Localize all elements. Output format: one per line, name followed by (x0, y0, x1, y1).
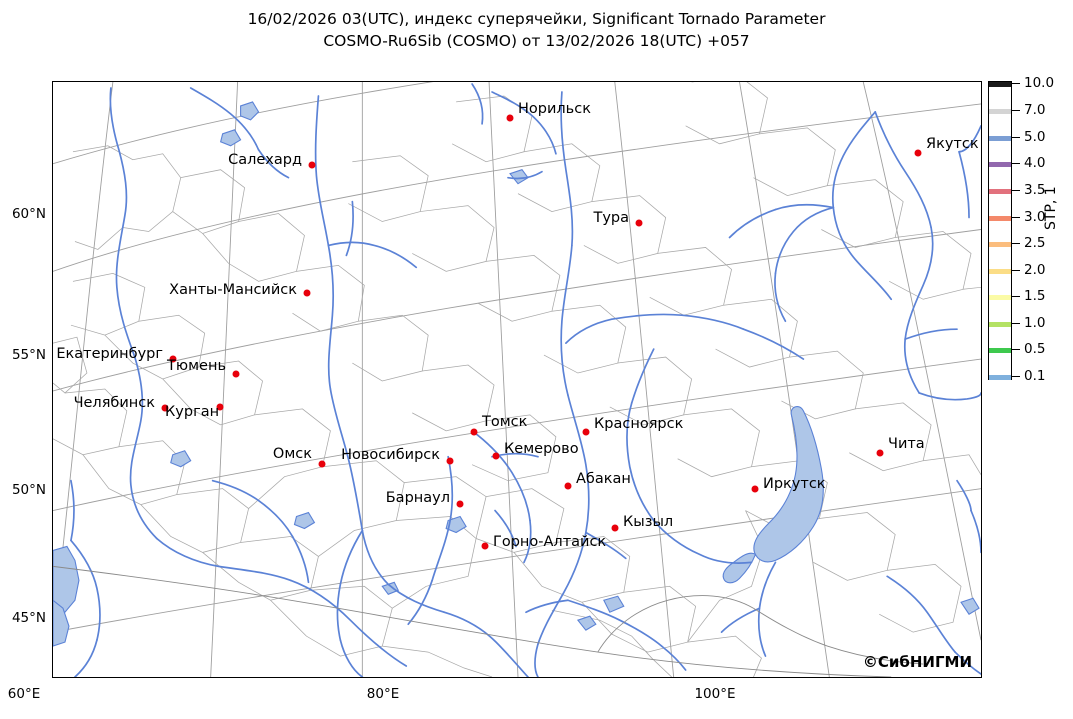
city-marker (481, 542, 489, 550)
colorbar-tick-mark (1012, 137, 1020, 139)
city-marker (582, 428, 590, 436)
colorbar-tick-label: 1.5 (1024, 288, 1046, 304)
city-marker (308, 161, 316, 169)
city-marker (161, 404, 169, 412)
colorbar-tick-label: 7.0 (1024, 102, 1046, 118)
city-label: Тюмень (167, 358, 226, 374)
city-marker (446, 457, 454, 465)
lake-polygons (53, 101, 980, 647)
city-label: Новосибирск (341, 447, 440, 463)
city-label: Кызыл (623, 514, 674, 530)
colorbar-tick-mark (1012, 83, 1020, 85)
colorbar-tick-label: 0.1 (1024, 368, 1046, 384)
colorbar-tick-label: 3.0 (1024, 209, 1046, 225)
colorbar-level-band (989, 375, 1011, 380)
map-canvas (53, 82, 981, 677)
colorbar-tick-label: 10.0 (1024, 75, 1055, 91)
city-label: Челябинск (73, 395, 155, 411)
colorbar-tick-mark (1012, 270, 1020, 272)
city-label: Кемерово (504, 441, 579, 457)
map-plot-area[interactable]: Норильск Якутск Салехард Тура Ханты-Мансийск… (52, 81, 982, 678)
city-marker (506, 114, 514, 122)
colorbar-tick-mark (1012, 217, 1020, 219)
colorbar-level-band (989, 216, 1011, 221)
colorbar-tick-mark (1012, 190, 1020, 192)
colorbar-tick-mark (1012, 110, 1020, 112)
x-tick-label: 100°E (694, 686, 736, 702)
city-label: Барнаул (385, 490, 450, 506)
city-marker (492, 452, 500, 460)
city-label: Екатеринбург (56, 346, 163, 362)
colorbar-tick-mark (1012, 323, 1020, 325)
city-label: Томск (482, 414, 528, 430)
chart-title-block: 16/02/2026 03(UTC), индекс суперячейки, … (0, 8, 1073, 53)
city-marker (564, 482, 572, 490)
country-boundary (53, 565, 924, 677)
city-marker (216, 403, 224, 411)
colorbar-tick-mark (1012, 349, 1020, 351)
colorbar-level-band (989, 189, 1011, 194)
city-marker (169, 355, 177, 363)
city-marker (876, 449, 884, 457)
city-label: Горно-Алтайск (493, 534, 607, 550)
colorbar-tick-label: 3.5 (1024, 182, 1046, 198)
city-marker (751, 485, 759, 493)
colorbar-tick-label: 4.0 (1024, 155, 1046, 171)
city-label: Омск (272, 446, 312, 462)
city-marker (456, 500, 464, 508)
colorbar-level-band (989, 82, 1011, 87)
colorbar-level-band (989, 242, 1011, 247)
colorbar-level-band (989, 348, 1011, 353)
colorbar-level-band (989, 322, 1011, 327)
colorbar-tick-mark (1012, 243, 1020, 245)
colorbar-tick-labels: 10.0 7.0 5.0 4.0 3.5 3.0 2.5 2.0 1.5 1.0 0.5 0.1 (1012, 75, 1072, 384)
city-label: Якутск (926, 136, 979, 152)
city-label: Салехард (228, 152, 302, 168)
title-line-1: 16/02/2026 03(UTC), индекс суперячейки, … (247, 10, 826, 28)
colorbar-level-band (989, 109, 1011, 114)
city-marker (635, 219, 643, 227)
city-label: Иркутск (763, 476, 826, 492)
city-label: Ханты-Мансийск (169, 282, 297, 298)
y-tick-label: 50°N (11, 482, 46, 498)
colorbar-tick-label: 2.0 (1024, 262, 1046, 278)
colorbar-tick-label: 1.0 (1024, 315, 1046, 331)
city-marker (303, 289, 311, 297)
x-tick-label: 80°E (366, 686, 400, 702)
city-label: Курган (165, 404, 220, 420)
colorbar-tick-label: 0.5 (1024, 341, 1046, 357)
colorbar-axis-title: STP, 1 (1043, 186, 1059, 230)
y-tick-label: 55°N (11, 347, 46, 363)
city-marker (318, 460, 326, 468)
city-marker (611, 524, 619, 532)
y-tick-label: 45°N (11, 610, 46, 626)
administrative-borders (53, 82, 981, 677)
city-label: Норильск (518, 101, 591, 117)
colorbar-level-band (989, 162, 1011, 167)
y-tick-label: 60°N (11, 206, 46, 222)
x-tick-label: 60°E (7, 686, 41, 702)
city-label: Абакан (576, 471, 631, 487)
city-label: Чита (888, 436, 925, 452)
colorbar-tick-mark (1012, 296, 1020, 298)
colorbar-tick-mark (1012, 376, 1020, 378)
city-marker (470, 428, 478, 436)
city-label: Тура (593, 210, 629, 226)
colorbar-tick-label: 2.5 (1024, 235, 1046, 251)
copyright-watermark: ©СибНИГМИ (862, 653, 972, 671)
colorbar-level-band (989, 136, 1011, 141)
colorbar-tick-label: 5.0 (1024, 129, 1046, 145)
colorbar[interactable] (988, 81, 1012, 380)
title-line-2: COSMO-Ru6Sib (COSMO) от 13/02/2026 18(UT… (323, 32, 750, 51)
colorbar-level-band (989, 295, 1011, 300)
city-marker (232, 370, 240, 378)
colorbar-tick-mark (1012, 163, 1020, 165)
city-label: Красноярск (594, 416, 684, 432)
colorbar-level-band (989, 269, 1011, 274)
river-coastline-lines (70, 83, 981, 677)
city-marker (914, 149, 922, 157)
